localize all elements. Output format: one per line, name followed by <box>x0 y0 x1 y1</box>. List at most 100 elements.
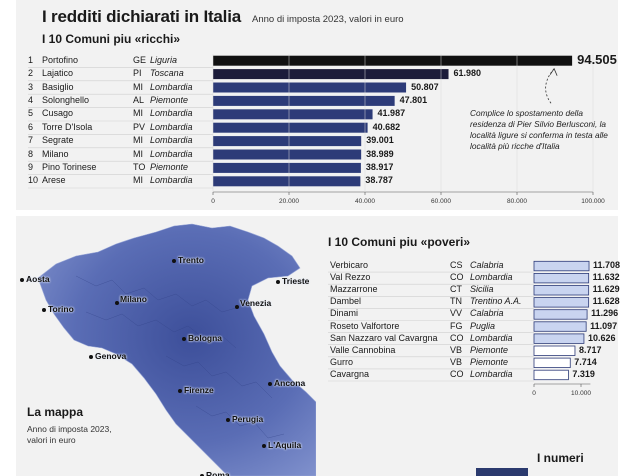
rich-row-prov: GE <box>133 54 147 65</box>
poor-row-comune: Dambel <box>330 296 362 307</box>
rich-row-prov: AL <box>133 94 145 105</box>
page-subtitle: Anno di imposta 2023, valori in euro <box>252 14 404 25</box>
rich-row-rank: 9 <box>28 161 34 172</box>
poor-row-prov: CO <box>450 272 464 283</box>
rich-bar <box>213 122 368 133</box>
italy-map-shape <box>37 223 316 476</box>
poor-bar-value: 10.626 <box>587 332 616 343</box>
rich-row-comune: Segrate <box>42 135 74 146</box>
poor-row-prov: CT <box>450 284 462 295</box>
rich-row-rank: 5 <box>28 108 34 119</box>
city-marker <box>20 278 24 282</box>
rich-chart-annotation: Complice lo spostamento della residenza … <box>470 108 608 151</box>
map-title: La mappa <box>27 405 84 419</box>
rich-row-regione: Lombardia <box>150 121 193 132</box>
rich-bar <box>213 176 361 187</box>
poor-bar <box>533 333 585 344</box>
rich-row-rank: 7 <box>28 135 34 146</box>
rich-row-comune: Arese <box>42 175 66 186</box>
rich-bar-value: 38.989 <box>366 148 394 159</box>
rich-row-rank: 10 <box>28 175 39 186</box>
poor-bar <box>533 285 590 296</box>
city-label-laquila: L'Aquila <box>268 440 302 450</box>
rich-row-rank: 6 <box>28 121 34 132</box>
rich-row-prov: TO <box>133 161 146 172</box>
poor-row-prov: CS <box>450 260 463 271</box>
rich-bar <box>213 82 407 93</box>
poor-row-comune: Valle Cannobina <box>330 344 396 355</box>
poor-row-regione: Calabria <box>470 308 504 319</box>
poor-x-tick-label: 10.000 <box>571 390 591 397</box>
poor-bar-value: 8.717 <box>578 344 602 355</box>
city-label-firenze: Firenze <box>184 385 214 395</box>
poor-bar <box>533 345 576 356</box>
city-marker <box>42 308 46 312</box>
rich-row-rank: 1 <box>28 54 34 65</box>
rich-row-rank: 8 <box>28 148 34 159</box>
city-label-roma: Roma <box>206 470 230 476</box>
poor-row-regione: Sicilia <box>470 284 494 295</box>
poor-row-prov: FG <box>450 320 463 331</box>
rich-bar-value: 94.505 <box>577 51 617 67</box>
rich-bar-value: 40.682 <box>372 121 401 132</box>
rich-bar-value: 50.807 <box>411 81 439 92</box>
city-label-aosta: Aosta <box>26 274 50 284</box>
rich-bar-chart: 0 20.000 40.000 60.000 80.000 100.000 <box>28 54 605 205</box>
rich-bar <box>213 136 362 147</box>
rich-x-tick-label: 100.000 <box>581 198 605 205</box>
city-marker <box>276 280 280 284</box>
rich-row-regione: Piemonte <box>150 161 189 172</box>
city-label-genova: Genova <box>95 351 127 361</box>
rich-bar-value: 39.001 <box>366 135 394 146</box>
rich-row-prov: MI <box>133 108 143 119</box>
rich-bar-value: 38.787 <box>365 175 393 186</box>
rich-bar <box>213 162 361 173</box>
rich-x-tick-label: 80.000 <box>507 198 527 205</box>
city-marker <box>200 474 204 476</box>
rich-chart-title: I 10 Comuni piu «ricchi» <box>42 32 181 46</box>
poor-bar-value: 11.296 <box>591 308 619 319</box>
rich-bar-value: 61.980 <box>453 68 482 79</box>
city-marker <box>182 337 186 341</box>
city-marker <box>268 382 272 386</box>
city-marker <box>235 305 239 309</box>
poor-bar-value: 11.708 <box>593 260 621 271</box>
rich-row-comune: Milano <box>42 148 69 159</box>
rich-x-tick-label: 20.000 <box>279 198 299 205</box>
rich-row-regione: Piemonte <box>150 94 189 105</box>
poor-bar <box>533 260 590 272</box>
city-marker <box>115 301 119 305</box>
rich-bar-value: 47.801 <box>399 94 428 105</box>
poor-bar <box>533 272 590 284</box>
city-marker <box>172 259 176 263</box>
rich-row-prov: MI <box>133 175 143 186</box>
poor-x-tick-label: 0 <box>532 390 536 397</box>
city-label-milano: Milano <box>120 294 147 304</box>
map-subtitle-line1: Anno di imposta 2023, <box>27 424 112 434</box>
poor-bar-value: 11.628 <box>592 296 620 307</box>
map-texture <box>75 275 285 439</box>
rich-x-tick-label: 40.000 <box>355 198 375 205</box>
poor-bar <box>533 369 569 381</box>
rich-row-prov: PI <box>133 68 142 79</box>
rich-row-regione: Lombardia <box>150 175 193 186</box>
rich-row-comune: Pino Torinese <box>42 161 97 172</box>
rich-row-regione: Liguria <box>150 54 178 65</box>
poor-bar <box>533 357 571 369</box>
rich-bar <box>213 69 449 80</box>
numbers-title: I numeri <box>537 451 584 465</box>
rich-bar-value: 38.917 <box>365 161 394 172</box>
poor-row-comune: Roseto Valfortore <box>330 320 400 331</box>
rich-row-comune: Basiglio <box>42 81 74 92</box>
poor-row-comune: Val Rezzo <box>330 272 371 283</box>
poor-row-comune: Cavargna <box>330 368 370 379</box>
map-land <box>37 223 316 476</box>
city-label-venezia: Venezia <box>240 298 272 308</box>
rich-row-prov: MI <box>133 81 143 92</box>
city-marker <box>262 444 266 448</box>
poor-bar <box>533 309 588 320</box>
poor-row-comune: Dinami <box>330 308 359 319</box>
poor-row-regione: Lombardia <box>470 368 513 379</box>
rich-row-regione: Lombardia <box>150 148 193 159</box>
